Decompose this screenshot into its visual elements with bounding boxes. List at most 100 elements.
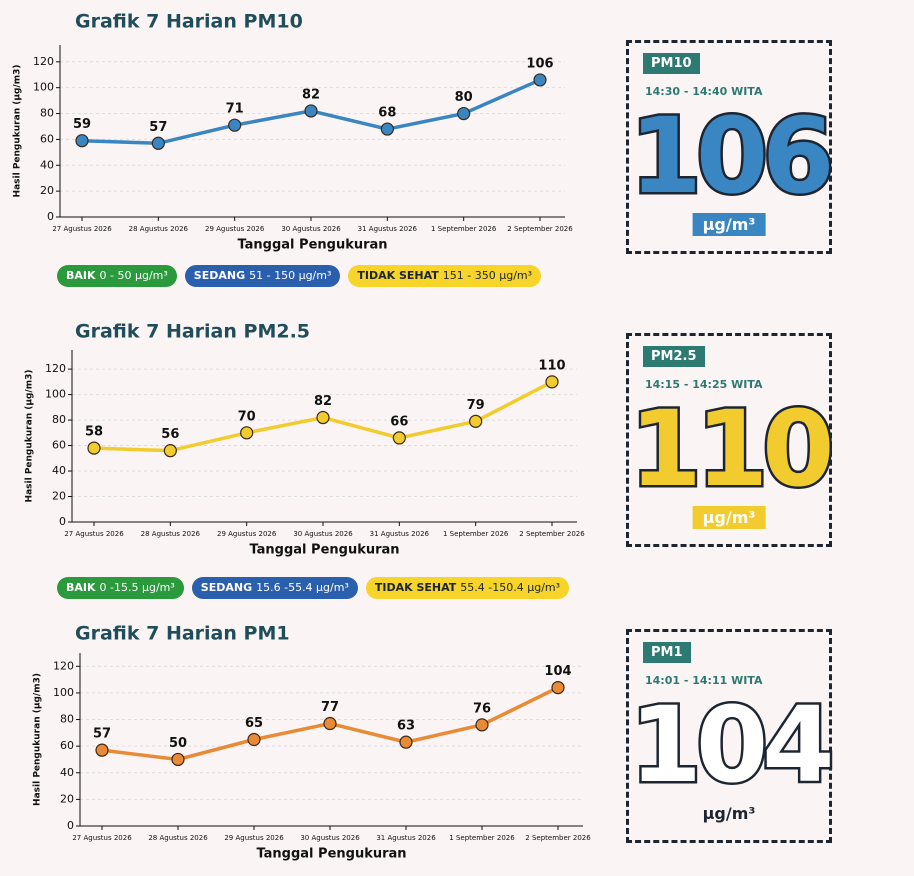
marker <box>171 752 185 767</box>
legend-item: SEDANG 51 - 150 µg/m³ <box>184 265 341 287</box>
marker <box>533 73 547 87</box>
y-axis-label: Hasil Pengukuran (µg/m3) <box>13 65 23 198</box>
y-tick-label: 0 <box>67 819 74 832</box>
y-tick-label: 100 <box>45 388 66 401</box>
legend-label: BAIK <box>66 581 96 594</box>
time-range: 14:01 - 14:11 WITA <box>645 674 763 687</box>
x-tick-label: 30 Agustus 2026 <box>293 530 353 538</box>
time-range: 14:15 - 14:25 WITA <box>645 378 763 391</box>
x-tick-label: 28 Agustus 2026 <box>129 225 189 233</box>
x-tick-label: 27 Agustus 2026 <box>72 834 132 842</box>
value-label: 106 <box>526 56 553 71</box>
y-tick-label: 120 <box>45 362 66 375</box>
legend-label: SEDANG <box>200 581 253 594</box>
value-label: 57 <box>149 120 167 135</box>
y-tick-label: 60 <box>52 439 66 452</box>
value-label: 110 <box>538 358 565 373</box>
marker <box>240 426 254 440</box>
value-label: 104 <box>544 664 571 679</box>
legend-item: TIDAK SEHAT 55.4 -150.4 µg/m³ <box>365 577 570 599</box>
marker <box>551 680 565 695</box>
y-tick-label: 0 <box>47 210 54 223</box>
legend-label: BAIK <box>66 269 96 282</box>
pollutant-tag: PM2.5 <box>643 346 705 367</box>
legend-item: SEDANG 15.6 -55.4 µg/m³ <box>191 577 358 599</box>
panel: PM10 14:30 - 14:40 WITA 106 µg/m³ <box>626 40 837 254</box>
current-value: 104 <box>627 684 837 806</box>
value-label: 65 <box>245 716 263 731</box>
chart-title: Grafik 7 Harian PM2.5 <box>75 321 310 343</box>
marker <box>95 743 109 757</box>
value-label: 68 <box>378 106 396 121</box>
marker <box>228 118 242 132</box>
value-label: 82 <box>302 87 320 102</box>
legend-range: 151 - 350 µg/m³ <box>442 269 533 282</box>
time-range: 14:30 - 14:40 WITA <box>645 85 763 98</box>
marker <box>75 134 89 148</box>
legend-label: SEDANG <box>193 269 246 282</box>
marker <box>316 410 330 425</box>
marker <box>475 718 489 732</box>
value-label: 63 <box>397 719 415 734</box>
x-tick-label: 29 Agustus 2026 <box>224 834 284 842</box>
legend-item: TIDAK SEHAT 151 - 350 µg/m³ <box>348 265 542 287</box>
legend: BAIK 0 -15.5 µg/m³ SEDANG 15.6 -55.4 µg/m³ T… <box>57 577 570 599</box>
marker <box>469 414 483 428</box>
marker <box>247 732 261 747</box>
x-axis-label: Tanggal Pengukuran <box>256 847 406 862</box>
legend-range: 0 -15.5 µg/m³ <box>99 581 175 594</box>
value-label: 76 <box>473 701 491 716</box>
unit: µg/m³ <box>702 804 756 823</box>
x-tick-label: 2 September 2026 <box>507 225 573 233</box>
legend-label: TIDAK SEHAT <box>357 269 439 282</box>
y-tick-label: 120 <box>33 55 54 68</box>
x-tick-label: 27 Agustus 2026 <box>64 530 124 538</box>
legend-range: 55.4 -150.4 µg/m³ <box>460 581 561 594</box>
y-tick-label: 120 <box>53 659 74 672</box>
y-tick-label: 0 <box>59 515 66 528</box>
x-tick-label: 31 Agustus 2026 <box>370 530 430 538</box>
x-tick-label: 2 September 2026 <box>525 834 591 842</box>
unit: µg/m³ <box>692 213 766 236</box>
legend-range: 0 - 50 µg/m³ <box>99 269 168 282</box>
legend-item: BAIK 0 -15.5 µg/m³ <box>57 577 184 599</box>
x-tick-label: 29 Agustus 2026 <box>217 530 277 538</box>
value-label: 56 <box>161 427 179 442</box>
value-label: 58 <box>85 425 103 440</box>
chart-title: Grafik 7 Harian PM10 <box>75 11 303 33</box>
x-tick-label: 1 September 2026 <box>431 225 497 233</box>
legend-range: 51 - 150 µg/m³ <box>249 269 332 282</box>
y-axis-label: Hasil Pengukuran (µg/m3) <box>25 370 35 503</box>
marker <box>380 122 394 136</box>
marker <box>87 441 101 455</box>
x-tick-label: 30 Agustus 2026 <box>281 225 341 233</box>
value-label: 59 <box>73 117 91 132</box>
legend-item: BAIK 0 - 50 µg/m³ <box>57 265 177 287</box>
y-tick-label: 20 <box>60 792 74 805</box>
x-tick-label: 1 September 2026 <box>443 530 509 538</box>
value-label: 79 <box>467 398 485 413</box>
marker <box>151 136 165 150</box>
unit: µg/m³ <box>692 506 766 529</box>
x-axis-label: Tanggal Pengukuran <box>237 238 387 253</box>
y-tick-label: 100 <box>53 686 74 699</box>
y-tick-label: 20 <box>40 184 54 197</box>
x-tick-label: 28 Agustus 2026 <box>141 530 201 538</box>
y-tick-label: 40 <box>60 766 74 779</box>
x-tick-label: 30 Agustus 2026 <box>300 834 360 842</box>
legend-label: TIDAK SEHAT <box>374 581 457 594</box>
y-tick-label: 60 <box>60 739 74 752</box>
legend: BAIK 0 - 50 µg/m³ SEDANG 51 - 150 µg/m³ TIDA… <box>57 265 542 287</box>
current-value: 110 <box>627 388 837 510</box>
x-tick-label: 28 Agustus 2026 <box>148 834 208 842</box>
current-value: 106 <box>627 95 837 217</box>
marker <box>323 716 337 731</box>
marker <box>545 375 559 389</box>
marker <box>163 444 177 458</box>
y-tick-label: 80 <box>52 413 66 426</box>
x-tick-label: 31 Agustus 2026 <box>358 225 418 233</box>
value-label: 66 <box>390 414 408 429</box>
x-tick-label: 31 Agustus 2026 <box>376 834 436 842</box>
value-label: 50 <box>169 736 187 751</box>
